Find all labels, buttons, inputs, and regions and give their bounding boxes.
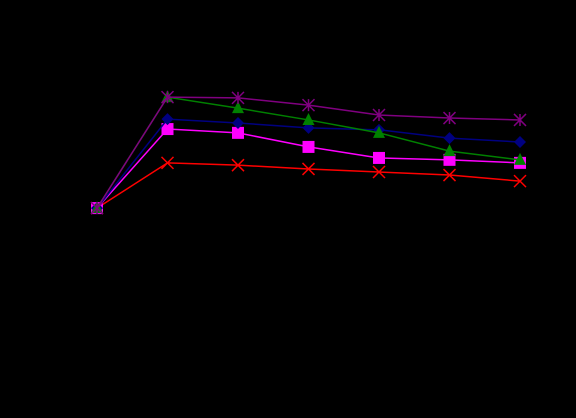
marker [372, 165, 386, 179]
marker [513, 113, 527, 127]
marker [513, 174, 527, 188]
marker [302, 140, 315, 153]
marker [301, 162, 316, 176]
marker [442, 168, 457, 182]
marker [231, 158, 245, 172]
marker [160, 90, 175, 104]
marker [160, 156, 175, 170]
marker [373, 125, 385, 138]
marker [442, 111, 457, 125]
marker [443, 153, 456, 166]
marker [161, 113, 174, 126]
marker [232, 126, 244, 139]
marker [302, 112, 315, 125]
marker [514, 135, 526, 148]
marker [232, 101, 244, 114]
marker [372, 108, 386, 122]
marker [443, 132, 456, 145]
marker [443, 144, 456, 157]
marker [161, 123, 174, 136]
marker [232, 116, 244, 129]
marker [373, 151, 385, 164]
marker [514, 152, 526, 165]
marker [231, 91, 245, 105]
marker [90, 201, 104, 215]
marker [301, 98, 316, 112]
